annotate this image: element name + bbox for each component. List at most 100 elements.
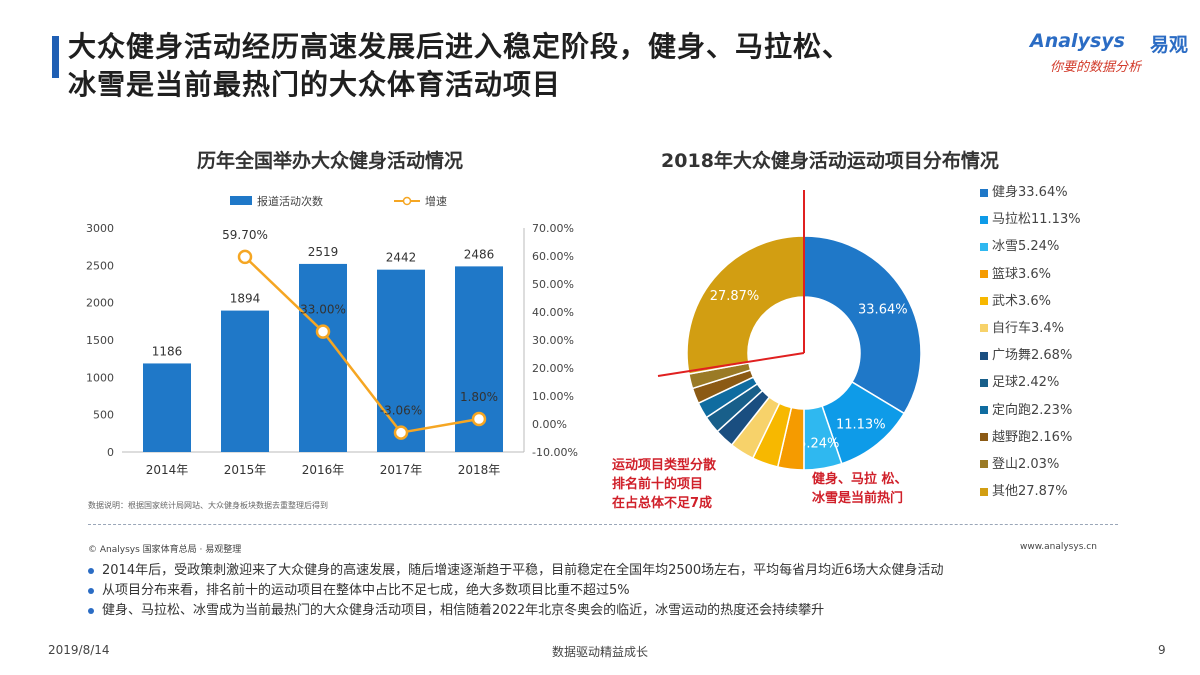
y-right-tick-label: 40.00% [532,306,574,319]
donut-legend: 健身33.64% 马拉松11.13% 冰雪5.24% 篮球3.6% 武术3.6% 自行车3… [980,182,1180,508]
legend-swatch [980,378,988,387]
y-right-tick-label: 10.00% [532,390,574,403]
bullet-text: 2014年后，受政策刺激迎来了大众健身的高速发展，随后增速逐渐趋于平稳，目前稳定… [102,563,944,578]
x-tick-label: 2014年 [146,463,189,477]
slide-title: 大众健身活动经历高速发展后进入稳定阶段，健身、马拉松、 冰雪是当前最热门的大众体… [68,28,1028,104]
callout-left-line: 运动项目类型分散 [612,458,717,473]
growth-line [244,255,480,434]
website-link[interactable]: www.analysys.cn [1020,542,1097,552]
bullet-dot-icon [88,567,94,574]
summary-bullet: 健身、马拉松、冰雪成为当前最热门的大众健身活动项目，相信随着2022年北京冬奥会… [88,601,1128,621]
legend-label: 冰雪5.24% [992,239,1060,255]
logo-text-cn: 易观 [1150,34,1189,56]
activity-bar-line-chart: 报道活动次数 增速 3000 2500 2000 1500 1000 500 0 70.00% 60… [86,194,578,477]
growth-value-label: 59.70% [222,228,268,242]
legend-swatch [980,324,988,333]
y-right-tick-label: 60.00% [532,250,574,263]
y-right-tick-label: 20.00% [532,362,574,375]
legend-line-marker [402,196,412,206]
bullet-text: 从项目分布来看，排名前十的运动项目在整体中占比不足七成，绝大多数项目比重不超过5… [102,583,630,598]
legend-swatch [980,188,988,197]
summary-bullet: 从项目分布来看，排名前十的运动项目在整体中占比不足七成，绝大多数项目比重不超过5… [88,581,1128,601]
footer-slogan: 数据驱动精益成长 [551,645,648,659]
donut-slice [803,235,922,415]
legend-item: 定向跑2.23% [980,400,1180,427]
legend-swatch [980,460,988,469]
donut-slice [686,235,805,375]
y-right-tick-label: 50.00% [532,278,574,291]
legend-swatch [980,270,988,279]
growth-point [315,324,331,339]
legend-label: 越野跑2.16% [992,429,1073,445]
legend-label: 足球2.42% [992,375,1060,391]
y-right-tick-label: 30.00% [532,334,574,347]
y-left-tick-label: 0 [107,446,114,459]
callout-right-line: 健身、马拉 松、 [812,472,908,487]
legend-item: 自行车3.4% [980,318,1180,345]
growth-point [237,249,253,265]
source-note: 数据说明：根据国家统计局网站、大众健身板块数据去重整理后得到 [88,501,328,510]
bar-value-label: 2486 [464,247,495,261]
slide-title-line2: 冰雪是当前最热门的大众体育活动项目 [68,68,562,101]
legend-item: 足球2.42% [980,372,1180,399]
legend-bar-label: 报道活动次数 [257,194,323,208]
bullet-dot-icon [88,587,94,594]
legend-label: 定向跑2.23% [992,402,1073,418]
legend-item: 广场舞2.68% [980,345,1180,372]
legend-label: 武术3.6% [992,293,1052,309]
y-right-tick-label: 70.00% [532,222,574,235]
slide-title-line1: 大众健身活动经历高速发展后进入稳定阶段，健身、马拉松、 [68,30,852,63]
callout-left-line: 排名前十的项目 [612,477,704,492]
legend-label: 篮球3.6% [992,266,1052,282]
y-left-tick-label: 500 [93,409,114,422]
y-left-tick-label: 2000 [86,297,114,310]
y-left-tick-label: 3000 [86,222,114,235]
dashed-separator [88,524,1118,525]
legend-item: 篮球3.6% [980,264,1180,291]
copyright-text: © Analysys 国家体育总局 · 易观整理 [88,545,242,555]
bar-value-label: 1894 [230,292,261,306]
bar [299,263,347,452]
legend-label: 广场舞2.68% [992,348,1073,364]
donut-chart-title: 2018年大众健身活动运动项目分布情况 [661,150,999,172]
legend-swatch [980,406,988,414]
legend-item: 马拉松11.13% [980,209,1180,236]
page-number: 9 [1158,643,1166,657]
slice-value-label: 11.13% [836,417,886,432]
legend-label: 健身33.64% [992,185,1068,200]
legend-label: 自行车3.4% [992,320,1065,336]
title-accent-bar [52,36,59,78]
legend-item: 健身33.64% [980,182,1180,209]
bar-chart-title: 历年全国举办大众健身活动情况 [196,150,463,172]
legend-item: 登山2.03% [980,454,1180,481]
slice-value-label: 33.64% [858,303,908,318]
bullet-dot-icon [88,607,94,614]
bar-value-label: 1186 [152,344,183,358]
growth-point [393,425,409,440]
bullet-text: 健身、马拉松、冰雪成为当前最热门的大众健身活动项目，相信随着2022年北京冬奥会… [102,603,825,618]
legend-label: 其他27.87% [992,484,1068,500]
x-tick-label: 2016年 [302,463,345,477]
bar [221,310,269,452]
callout-right-line: 冰雪是当前热门 [812,491,904,506]
legend-item: 冰雪5.24% [980,236,1180,263]
summary-bullet: 2014年后，受政策刺激迎来了大众健身的高速发展，随后增速逐渐趋于平稳，目前稳定… [88,561,1128,581]
x-tick-label: 2015年 [224,463,267,477]
legend-swatch [980,242,988,251]
legend-bar-swatch [230,196,252,205]
bar [143,363,191,452]
logo-slogan: 你要的数据分析 [1050,60,1142,75]
analysys-logo: Analysys 易观 你要的数据分析 [1030,30,1190,80]
legend-item: 武术3.6% [980,291,1180,318]
callout-dispersed-sports: 运动项目类型分散 排名前十的项目 在占总体不足7成 [612,456,716,513]
sport-distribution-donut-chart: 33.64% 11.13% 5.24% 27.87% [657,190,922,471]
legend-label: 登山2.03% [992,456,1060,472]
bar [377,269,425,452]
callout-left-line: 在占总体不足7成 [612,496,713,511]
y-right-tick-label: 0.00% [532,418,567,431]
y-left-tick-label: 1000 [86,371,114,384]
summary-bullets: 2014年后，受政策刺激迎来了大众健身的高速发展，随后增速逐渐趋于平稳，目前稳定… [88,561,1128,621]
legend-swatch [980,215,988,224]
legend-item: 越野跑2.16% [980,427,1180,454]
legend-label: 马拉松11.13% [992,212,1081,228]
